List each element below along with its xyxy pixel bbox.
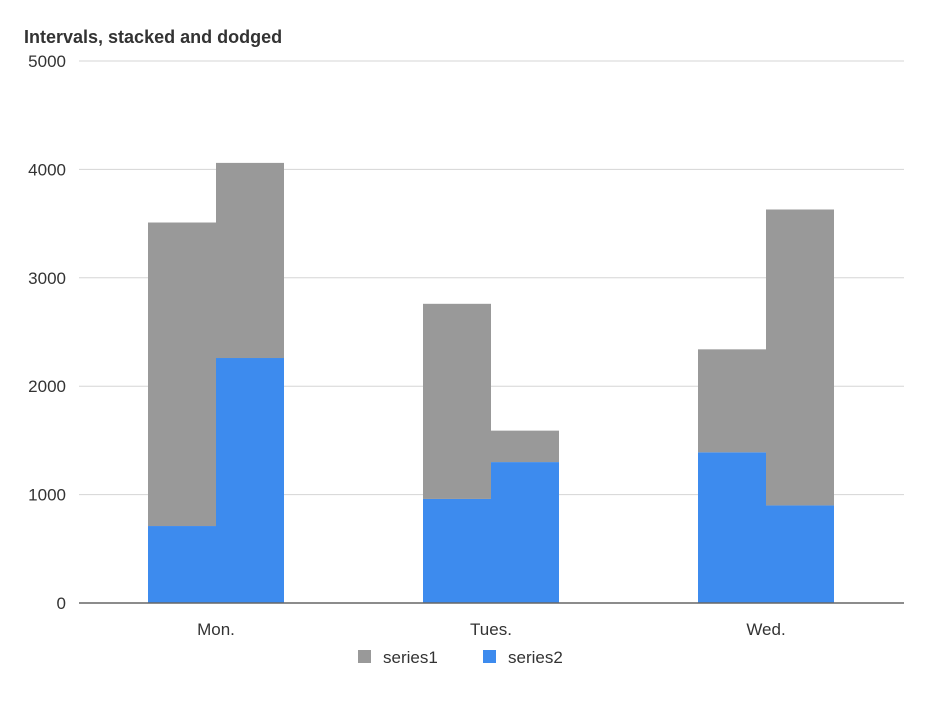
bar-tues-1-series2	[423, 498, 491, 603]
bar-wed-1-series2	[698, 452, 766, 603]
legend-swatch-series1	[358, 650, 371, 663]
x-tick-label-tues: Tues.	[470, 620, 512, 639]
y-tick-label-1000: 1000	[28, 486, 66, 505]
bar-mon-2-series2	[216, 358, 284, 603]
bar-mon-1-series2	[148, 526, 216, 603]
bar-mon-1-series1	[148, 222, 216, 527]
bar-mon-2-series1	[216, 162, 284, 359]
bar-tues-1-series1	[423, 303, 491, 499]
x-tick-label-wed: Wed.	[746, 620, 785, 639]
legend-swatch-series2	[483, 650, 496, 663]
legend-label-series2: series2	[508, 648, 563, 667]
y-tick-label-2000: 2000	[28, 377, 66, 396]
x-tick-label-mon: Mon.	[197, 620, 235, 639]
bar-tues-2-series1	[491, 430, 559, 463]
bar-wed-1-series1	[698, 349, 766, 453]
y-tick-label-4000: 4000	[28, 160, 66, 179]
legend-label-series1: series1	[383, 648, 438, 667]
y-tick-label-5000: 5000	[28, 52, 66, 71]
y-tick-label-3000: 3000	[28, 269, 66, 288]
bar-wed-2-series2	[766, 505, 834, 603]
bar-tues-2-series2	[491, 462, 559, 603]
y-tick-label-0: 0	[57, 594, 66, 613]
bar-wed-2-series1	[766, 209, 834, 506]
chart-title: Intervals, stacked and dodged	[24, 27, 283, 47]
